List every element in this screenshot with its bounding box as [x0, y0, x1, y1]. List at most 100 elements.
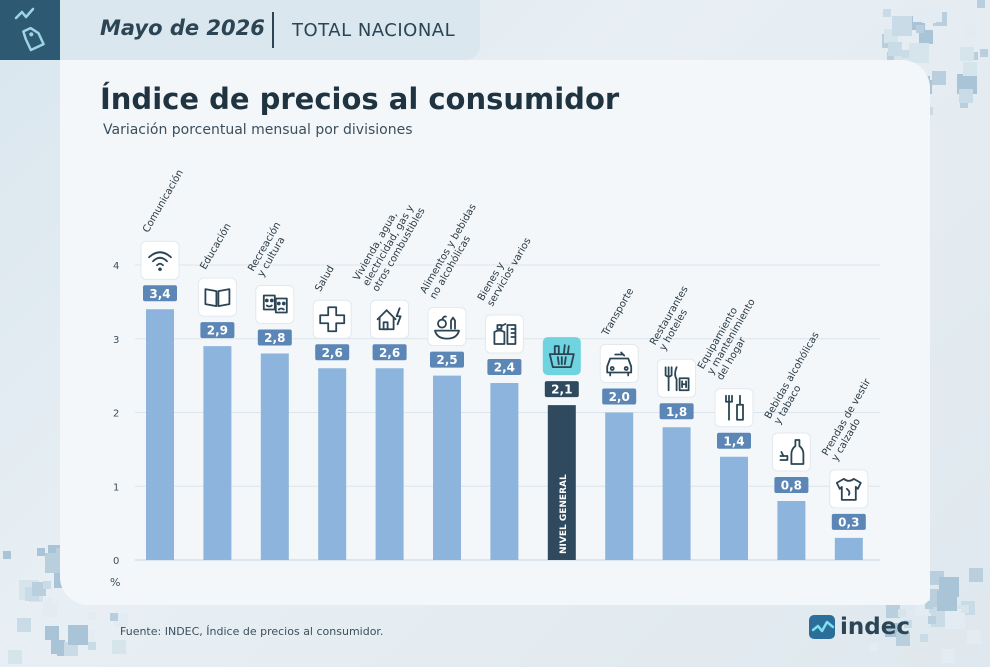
bar [777, 501, 806, 560]
bar-group: 0,8 Bebidas alcohólicasy tabaco [762, 330, 831, 560]
category-label: Alimentos y bebidasno alcohólicas [419, 202, 489, 301]
value-label-box [659, 403, 694, 420]
icon-tile [599, 344, 639, 383]
value-label: 2,5 [436, 353, 457, 367]
bottle-icon [779, 439, 805, 465]
category-label-line: Educación [198, 221, 234, 271]
icon-tile [427, 307, 467, 347]
category-label-line: Comunicación [140, 168, 186, 235]
category-label: Educación [198, 221, 234, 271]
category-label: Comunicación [140, 168, 186, 235]
shopping-basket-icon [548, 344, 575, 369]
bar-group: 1,4 Equipamientoy mantenimientodel hogar [696, 297, 758, 560]
y-tick-label: 2 [113, 409, 119, 420]
pixel-square [3, 551, 11, 559]
y-axis-label: % [110, 576, 120, 589]
value-label-box [774, 477, 809, 493]
wifi-icon [148, 251, 172, 272]
restaurant-hotel-icon [664, 366, 690, 392]
value-label-box [143, 285, 177, 302]
pixel-square [17, 618, 31, 632]
value-label-box [372, 344, 407, 361]
pixel-square [909, 43, 929, 63]
pixel-square [928, 616, 936, 624]
value-label: 2,4 [494, 361, 515, 375]
bar [260, 353, 289, 560]
bar-group: 1,8 Restaurantesy hoteles [648, 284, 700, 560]
pixel-square [43, 603, 57, 617]
value-label-box [831, 513, 866, 530]
icon-tile [197, 277, 237, 317]
value-label: 0,8 [781, 479, 802, 493]
bar-inner-label: NIVEL GENERAL [559, 474, 569, 554]
indec-logo-icon [809, 615, 835, 639]
pixel-square [904, 620, 912, 628]
pixel-square [886, 604, 900, 618]
value-label: 2,8 [264, 331, 285, 345]
icon-tile [140, 240, 180, 280]
chart-subtitle: Variación porcentual mensual por divisio… [103, 122, 413, 138]
pixel-square [898, 609, 906, 617]
value-label: 1,8 [666, 405, 687, 419]
pixel-square [963, 24, 977, 38]
bar-nivel-general [547, 405, 576, 560]
category-label-line: Transporte [600, 287, 637, 339]
pixel-square [45, 626, 59, 640]
y-tick-label: 4 [113, 261, 119, 272]
pixel-square [64, 642, 78, 656]
house-energy-icon [376, 307, 402, 331]
pixel-square [941, 649, 955, 663]
header-bar [60, 0, 480, 60]
pixel-square [961, 605, 969, 613]
value-label-box [717, 432, 751, 449]
icon-tile [714, 388, 754, 428]
pixel-square [892, 16, 912, 36]
pixel-square [888, 42, 902, 56]
value-label-box [544, 381, 579, 398]
value-label: 2,0 [609, 390, 630, 404]
pixel-square [68, 625, 88, 645]
value-label-box [430, 351, 464, 368]
bar-group: 2,9 Educación [198, 221, 237, 560]
value-label: 2,6 [322, 346, 343, 360]
pixel-square [112, 640, 126, 654]
bar [375, 368, 404, 560]
category-label: Salud [313, 264, 337, 294]
category-label: Restaurantesy hoteles [648, 284, 700, 352]
bar-group: 2,0 Transporte [599, 287, 639, 560]
pixel-square [883, 9, 891, 17]
pixel-square [902, 50, 910, 58]
bar [433, 375, 461, 560]
bar [605, 412, 634, 560]
tshirt-icon [835, 477, 862, 501]
pixel-square [977, 0, 985, 8]
pixel-square [896, 632, 910, 646]
pixel-square [967, 630, 981, 644]
bar-group: 2,6 Salud [312, 264, 352, 560]
pixel-square [969, 568, 983, 582]
value-label: 2,6 [379, 346, 400, 360]
icon-tile [312, 299, 352, 339]
bar [318, 368, 347, 560]
products-icon [493, 323, 517, 345]
bar-group: 2,1 NIVEL GENERAL [542, 337, 581, 560]
icon-tile [542, 337, 581, 376]
pixel-square [88, 642, 96, 650]
value-label-box [487, 359, 522, 375]
value-label: 0,3 [838, 515, 859, 529]
pixel-square [110, 613, 118, 621]
bar [490, 383, 519, 560]
report-scope: TOTAL NACIONAL [292, 20, 456, 41]
bar-group: 0,3 Prendas de vestiry calzado [820, 376, 874, 560]
report-date: Mayo de 2026 [100, 16, 265, 40]
value-label-box [315, 344, 350, 361]
pixel-square [945, 609, 965, 629]
pixel-square [32, 582, 46, 596]
indec-logo-text: indec [840, 614, 910, 640]
pixel-square [925, 601, 933, 609]
bar [662, 427, 691, 560]
category-label: Transporte [600, 287, 637, 339]
category-label: Bienes yservicios varios [476, 231, 534, 309]
category-label: Bebidas alcohólicasy tabaco [762, 330, 831, 427]
theater-masks-icon [262, 294, 288, 314]
